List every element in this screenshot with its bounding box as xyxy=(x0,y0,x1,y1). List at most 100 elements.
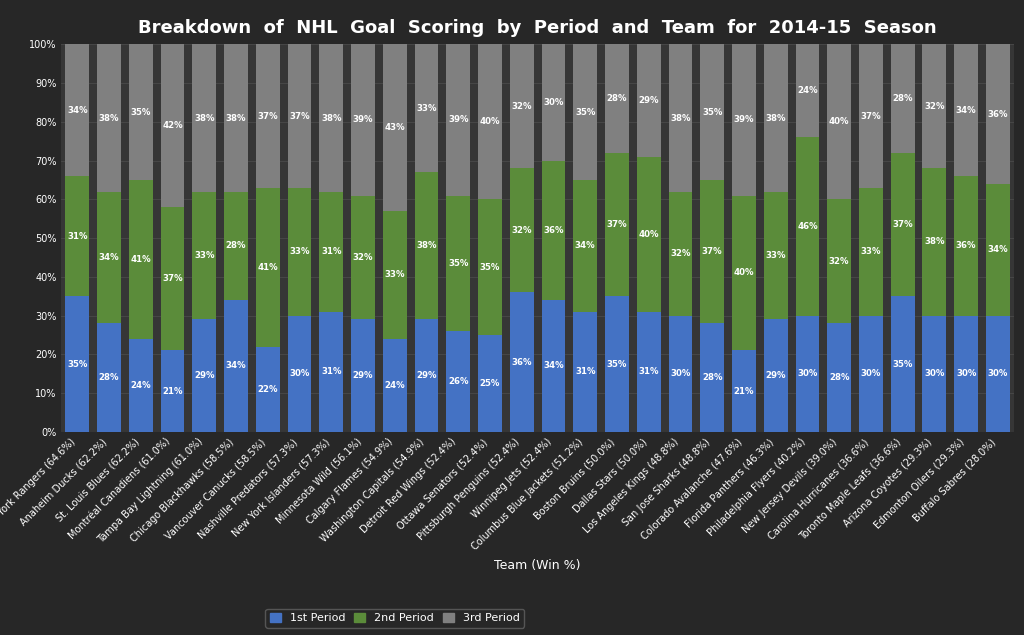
Text: 21%: 21% xyxy=(733,387,755,396)
Bar xyxy=(351,319,375,432)
Text: 34%: 34% xyxy=(67,106,88,115)
Title: Breakdown  of  NHL  Goal  Scoring  by  Period  and  Team  for  2014-15  Season: Breakdown of NHL Goal Scoring by Period … xyxy=(138,19,937,37)
Text: 28%: 28% xyxy=(828,373,850,382)
Text: 39%: 39% xyxy=(447,116,469,124)
Text: 33%: 33% xyxy=(384,271,406,279)
Bar xyxy=(351,44,375,196)
Text: 41%: 41% xyxy=(257,263,279,272)
Bar xyxy=(891,296,914,432)
Text: 33%: 33% xyxy=(289,247,310,256)
Text: 37%: 37% xyxy=(257,112,279,121)
Bar xyxy=(478,199,502,335)
Text: 39%: 39% xyxy=(352,116,374,124)
Bar xyxy=(669,316,692,432)
Bar xyxy=(764,44,787,192)
Text: 22%: 22% xyxy=(257,385,279,394)
Text: 32%: 32% xyxy=(511,102,532,111)
Bar xyxy=(827,44,851,199)
Text: 24%: 24% xyxy=(797,86,818,95)
Bar xyxy=(923,44,946,168)
Bar xyxy=(764,192,787,319)
Text: 37%: 37% xyxy=(701,247,723,256)
Text: 30%: 30% xyxy=(798,369,817,378)
Bar xyxy=(573,44,597,180)
Text: 29%: 29% xyxy=(765,371,786,380)
Text: 37%: 37% xyxy=(892,220,913,229)
Bar xyxy=(383,44,407,211)
Bar xyxy=(923,168,946,316)
Bar xyxy=(732,351,756,432)
Bar xyxy=(193,44,216,192)
Text: 37%: 37% xyxy=(606,220,628,229)
Bar xyxy=(193,192,216,319)
Bar xyxy=(796,316,819,432)
Bar xyxy=(669,192,692,316)
Bar xyxy=(161,207,184,351)
Text: 36%: 36% xyxy=(955,241,977,250)
Text: 39%: 39% xyxy=(733,116,755,124)
Bar xyxy=(954,176,978,316)
Bar xyxy=(161,44,184,207)
Legend: 1st Period, 2nd Period, 3rd Period: 1st Period, 2nd Period, 3rd Period xyxy=(265,609,524,627)
Text: 42%: 42% xyxy=(162,121,183,130)
Text: 34%: 34% xyxy=(225,361,247,370)
Bar xyxy=(97,323,121,432)
Bar xyxy=(256,347,280,432)
Bar xyxy=(446,44,470,196)
Text: 33%: 33% xyxy=(416,104,437,113)
Text: 29%: 29% xyxy=(638,96,659,105)
Text: 40%: 40% xyxy=(638,230,659,239)
Text: 29%: 29% xyxy=(352,371,374,380)
Text: 34%: 34% xyxy=(955,106,977,115)
Bar xyxy=(383,339,407,432)
Text: 46%: 46% xyxy=(797,222,818,231)
Bar xyxy=(891,44,914,153)
Text: 35%: 35% xyxy=(68,359,87,368)
Text: 30%: 30% xyxy=(671,369,690,378)
Text: 30%: 30% xyxy=(988,369,1008,378)
Bar xyxy=(319,312,343,432)
Text: 35%: 35% xyxy=(575,108,595,117)
Bar xyxy=(986,44,1010,184)
Text: 30%: 30% xyxy=(956,369,976,378)
Text: 30%: 30% xyxy=(861,369,881,378)
Bar xyxy=(446,331,470,432)
Bar xyxy=(66,44,89,176)
Bar xyxy=(256,188,280,347)
Text: 34%: 34% xyxy=(987,245,1009,254)
Bar xyxy=(764,319,787,432)
Bar xyxy=(923,316,946,432)
Text: 31%: 31% xyxy=(638,367,659,377)
Bar xyxy=(605,44,629,153)
Text: 26%: 26% xyxy=(447,377,469,386)
Bar xyxy=(605,296,629,432)
Bar xyxy=(288,188,311,316)
Bar xyxy=(542,44,565,161)
Text: 28%: 28% xyxy=(701,373,723,382)
Text: 35%: 35% xyxy=(480,263,500,272)
Text: 32%: 32% xyxy=(352,253,374,262)
Text: 38%: 38% xyxy=(321,114,342,123)
Text: 40%: 40% xyxy=(479,117,501,126)
Bar xyxy=(129,180,153,339)
Bar xyxy=(351,196,375,319)
Bar xyxy=(700,44,724,180)
Text: 36%: 36% xyxy=(987,110,1009,119)
Bar xyxy=(573,312,597,432)
Text: 28%: 28% xyxy=(606,94,628,103)
Bar xyxy=(383,211,407,339)
Bar xyxy=(161,351,184,432)
Text: 31%: 31% xyxy=(67,232,88,241)
Text: 29%: 29% xyxy=(416,371,437,380)
Bar xyxy=(637,157,660,312)
Bar xyxy=(319,192,343,312)
Text: 40%: 40% xyxy=(828,117,850,126)
Text: 37%: 37% xyxy=(289,112,310,121)
Bar xyxy=(510,44,534,168)
Bar xyxy=(827,199,851,323)
Text: 31%: 31% xyxy=(321,367,342,377)
Bar xyxy=(319,44,343,192)
Bar xyxy=(66,296,89,432)
Text: 24%: 24% xyxy=(130,381,152,390)
Text: 38%: 38% xyxy=(670,114,691,123)
